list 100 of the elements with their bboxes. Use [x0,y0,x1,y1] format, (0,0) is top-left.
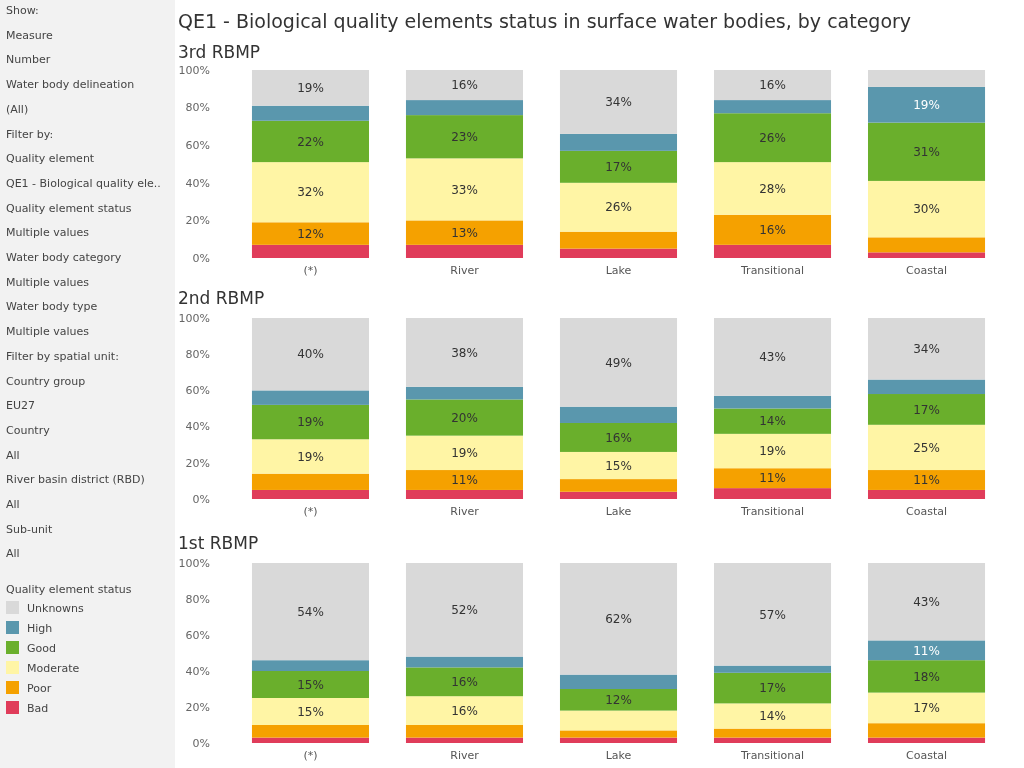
x-tick-label: (*) [303,505,318,518]
text: Multiple values [6,226,90,240]
bar [713,162,832,215]
bar [405,70,524,101]
data-label: 17% [759,681,786,696]
bar [251,244,370,258]
bar [867,470,986,490]
text: Show: [6,4,39,17]
data-label: 33% [451,182,478,197]
data-label: 15% [297,704,324,719]
x-tick-label: Transitional [740,505,805,518]
y-tick-label: 100% [178,311,210,325]
text: Country [6,423,51,437]
x-tick-label: River [450,749,480,762]
y-tick-label: 80% [185,592,210,606]
y-tick-label: 60% [185,628,210,642]
text: Measure [6,28,53,42]
bar [713,318,832,396]
data-label: 16% [759,78,786,93]
data-label: 57% [759,607,786,622]
data-label: 43% [913,594,940,609]
x-tick-label: Lake [605,264,632,277]
text: Water body type [6,300,98,314]
bar [559,710,678,731]
y-tick-label: 100% [178,63,210,77]
data-label: 26% [605,200,632,215]
data-label: 16% [451,703,478,718]
bar [251,671,370,698]
bar [867,692,986,724]
bar [559,231,678,249]
data-label: 28% [759,181,786,196]
bar [251,698,370,725]
bar [251,162,370,223]
y-tick-label: 40% [185,664,210,678]
bar [559,689,678,711]
bar [251,660,370,671]
bar [405,725,524,738]
bar [251,439,370,474]
bar [559,730,678,738]
data-label: 14% [759,414,786,429]
text: Filter by spatial unit: [6,349,119,363]
text: Country group [6,374,86,388]
data-label: 16% [451,78,478,93]
x-tick-label: River [450,264,480,277]
bar [251,489,370,499]
bar [559,737,678,743]
bar [713,703,832,729]
text: QE1 - Biological quality ele.. [6,176,161,190]
bar [405,470,524,490]
x-tick-label: Lake [605,505,632,518]
data-label: 40% [297,347,324,362]
bar [867,489,986,499]
bar [559,248,678,258]
bar [867,737,986,743]
text: Number [6,53,51,67]
bar [713,728,832,738]
bar [867,424,986,471]
bar [405,100,524,116]
y-tick-label: 20% [185,700,210,714]
data-label: 34% [605,95,632,110]
bar [559,150,678,183]
text: All [6,448,20,462]
bar [867,122,986,181]
bar [251,222,370,245]
y-tick-label: 20% [185,456,210,470]
data-label: 11% [759,471,786,486]
text: Multiple values [6,325,90,339]
bar [559,422,678,452]
x-tick-label: Transitional [740,749,805,762]
bar [405,399,524,436]
bar [559,133,678,151]
bar [559,479,678,492]
y-tick-label: 40% [185,176,210,190]
bar [251,473,370,490]
bar [405,563,524,657]
bar [559,318,678,407]
text: Water body category [6,251,122,264]
y-tick-label: 20% [185,214,210,228]
text: River basin district (RBD) [6,473,145,487]
bar [713,113,832,163]
bar [867,394,986,425]
bar [559,451,678,480]
bar [713,408,832,434]
text: Quality element status [6,201,132,215]
bar [559,563,678,675]
data-label: 23% [451,129,478,144]
data-label: 16% [451,675,478,689]
bar [405,158,524,221]
text: All [6,547,20,561]
bar [713,563,832,666]
text: (All) [6,102,29,116]
data-label: 16% [759,223,786,237]
data-label: 62% [605,612,632,626]
data-label: 12% [605,693,632,707]
legend-label: Moderate [27,662,80,675]
data-label: 11% [451,473,478,488]
data-label: 18% [913,669,940,684]
bar [559,70,678,134]
bar [713,488,832,499]
x-tick-label: River [450,505,480,518]
